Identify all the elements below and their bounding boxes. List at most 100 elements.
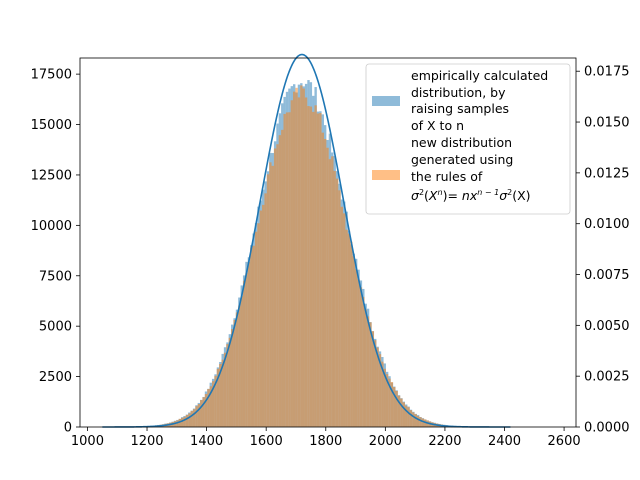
histogram-bar-new-distribution bbox=[238, 305, 241, 427]
histogram-bar-new-distribution bbox=[233, 320, 236, 427]
histogram-bar-new-distribution bbox=[340, 206, 344, 427]
histogram-bar-new-distribution bbox=[200, 400, 203, 427]
x-tick-label: 1200 bbox=[130, 434, 163, 449]
histogram-bar-new-distribution bbox=[335, 178, 339, 427]
histogram-bar-new-distribution bbox=[402, 402, 405, 427]
histogram-bar-new-distribution bbox=[273, 148, 277, 428]
right-y-tick-label: 0.0050 bbox=[584, 319, 630, 334]
histogram-bar-new-distribution bbox=[383, 368, 386, 427]
histogram-bar-new-distribution bbox=[307, 106, 310, 427]
legend-label-new-line-1: new distribution bbox=[411, 135, 512, 150]
histogram-bar-new-distribution bbox=[228, 337, 232, 427]
histogram-bar-new-distribution bbox=[297, 97, 301, 427]
histogram-bar-new-distribution bbox=[400, 398, 403, 427]
histogram-bar-new-distribution bbox=[424, 419, 427, 427]
histogram-bar-new-distribution bbox=[214, 375, 217, 427]
legend-swatch-new-distribution bbox=[372, 170, 400, 180]
histogram-bar-new-distribution bbox=[278, 135, 282, 427]
histogram-bar-new-distribution bbox=[180, 417, 184, 427]
histogram-bar-new-distribution bbox=[178, 418, 181, 427]
histogram-bar-new-distribution bbox=[304, 97, 308, 428]
histogram-bar-new-distribution bbox=[195, 406, 198, 427]
histogram-bar-new-distribution bbox=[374, 340, 377, 427]
histogram-bar-new-distribution bbox=[283, 113, 286, 427]
histogram-bar-new-distribution bbox=[376, 347, 379, 427]
legend-label-empirical-line-4: of X to n bbox=[411, 118, 464, 133]
histogram-bar-new-distribution bbox=[281, 129, 284, 427]
histogram-bar-new-distribution bbox=[288, 112, 291, 428]
histogram-bar-new-distribution bbox=[183, 416, 186, 427]
x-axis: 1000 1200 1400 1600 1800 2000 2200 2400 2600 bbox=[71, 427, 581, 449]
histogram-bar-new-distribution bbox=[231, 329, 234, 427]
histogram-bar-new-distribution bbox=[414, 414, 417, 427]
legend: empirically calculated distribution, by … bbox=[365, 63, 571, 215]
histogram-bar-new-distribution bbox=[371, 331, 375, 427]
histogram-bar-new-distribution bbox=[285, 112, 289, 428]
histogram-bar-new-distribution bbox=[247, 261, 251, 427]
legend-swatch-empirical bbox=[372, 96, 400, 106]
histogram-bar-new-distribution bbox=[395, 390, 398, 427]
histogram-bar-new-distribution bbox=[176, 420, 179, 427]
right-y-axis: 0.0000 0.0025 0.0050 0.0075 0.0100 0.0125 0.01… bbox=[576, 65, 630, 436]
left-y-tick-label: 17500 bbox=[31, 68, 72, 83]
histogram-bar-new-distribution bbox=[328, 159, 332, 427]
histogram-bar-new-distribution bbox=[264, 193, 267, 427]
histogram-bar-new-distribution bbox=[254, 231, 258, 427]
histogram-bar-new-distribution bbox=[321, 132, 324, 427]
histogram-bar-new-distribution bbox=[314, 105, 317, 427]
histogram-bar-new-distribution bbox=[185, 414, 189, 427]
histogram-bar-new-distribution bbox=[242, 280, 246, 427]
histogram-bar-new-distribution bbox=[223, 352, 227, 427]
right-y-tick-label: 0.0150 bbox=[584, 116, 630, 131]
histogram-bar-new-distribution bbox=[312, 111, 315, 427]
histogram-bar-new-distribution bbox=[252, 245, 255, 427]
histogram-bar-new-distribution bbox=[209, 386, 212, 427]
histogram-bar-new-distribution bbox=[333, 170, 336, 428]
histogram-bar-new-distribution bbox=[397, 395, 401, 427]
histogram-bar-new-distribution bbox=[300, 85, 303, 428]
histogram-bar-new-distribution bbox=[269, 162, 272, 427]
left-y-tick-label: 5000 bbox=[39, 320, 72, 335]
histogram-bar-new-distribution bbox=[378, 354, 382, 427]
histogram-bar-new-distribution bbox=[235, 312, 239, 427]
x-tick-label: 1800 bbox=[309, 434, 342, 449]
histogram-bar-new-distribution bbox=[188, 413, 191, 427]
legend-label-new-line-2: generated using bbox=[411, 152, 513, 167]
histogram-bar-new-distribution bbox=[240, 296, 243, 427]
histogram-bar-new-distribution bbox=[393, 387, 396, 427]
right-y-tick-label: 0.0025 bbox=[584, 370, 630, 385]
histogram-bar-new-distribution bbox=[226, 344, 229, 427]
histogram-bar-new-distribution bbox=[354, 269, 358, 427]
left-y-tick-label: 0 bbox=[64, 421, 72, 436]
histogram-bar-new-distribution bbox=[388, 378, 391, 427]
histogram-bar-new-distribution bbox=[207, 389, 210, 427]
histogram-bar-new-distribution bbox=[326, 147, 329, 427]
left-y-tick-label: 2500 bbox=[39, 370, 72, 385]
x-tick-label: 2600 bbox=[548, 434, 581, 449]
histogram-bar-new-distribution bbox=[347, 233, 351, 427]
histogram-bar-new-distribution bbox=[221, 359, 224, 427]
histogram-bar-new-distribution bbox=[343, 213, 346, 427]
histogram-bar-new-distribution bbox=[381, 361, 384, 427]
legend-label-empirical-line-1: empirically calculated bbox=[411, 68, 548, 83]
legend-label-empirical-line-2: distribution, by bbox=[411, 85, 506, 100]
left-y-tick-label: 7500 bbox=[39, 269, 72, 284]
histogram-bar-new-distribution bbox=[390, 382, 394, 427]
histogram-bar-new-distribution bbox=[250, 247, 253, 427]
legend-label-empirical-line-3: raising samples bbox=[411, 101, 509, 116]
histogram-bar-new-distribution bbox=[271, 165, 274, 427]
histogram-bar-new-distribution bbox=[316, 113, 320, 428]
histogram-bar-new-distribution bbox=[190, 410, 193, 427]
histogram-bar-new-distribution bbox=[350, 241, 353, 427]
histogram-bar-new-distribution bbox=[345, 229, 348, 427]
histogram-new-distribution-series bbox=[104, 85, 498, 428]
x-tick-label: 1400 bbox=[190, 434, 223, 449]
x-tick-label: 1600 bbox=[250, 434, 283, 449]
histogram-bar-new-distribution bbox=[216, 368, 220, 427]
histogram-bar-new-distribution bbox=[262, 204, 265, 427]
histogram-bar-new-distribution bbox=[204, 393, 208, 427]
left-y-tick-label: 12500 bbox=[31, 168, 72, 183]
right-y-tick-label: 0.0000 bbox=[584, 421, 630, 436]
right-y-tick-label: 0.0075 bbox=[584, 268, 630, 283]
left-y-tick-label: 15000 bbox=[31, 118, 72, 133]
